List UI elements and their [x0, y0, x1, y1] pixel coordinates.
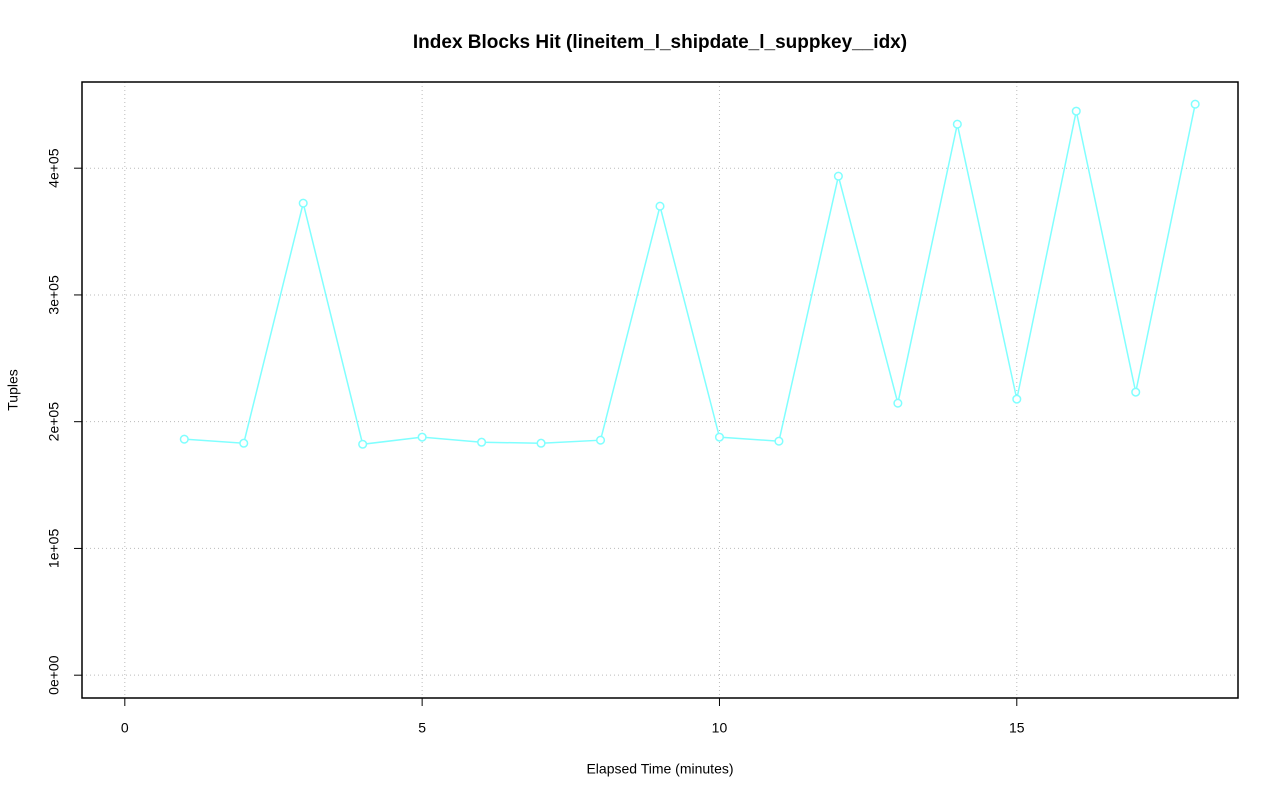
y-tick-label: 1e+05: [46, 529, 62, 569]
data-point: [595, 435, 606, 445]
data-point: [298, 198, 308, 208]
y-tick-label: 4e+05: [46, 148, 62, 188]
data-point: [1190, 99, 1200, 109]
x-tick-label: 15: [1009, 720, 1025, 736]
x-tick-label: 0: [121, 720, 129, 736]
x-axis-label: Elapsed Time (minutes): [586, 761, 733, 777]
data-point: [536, 438, 546, 448]
x-tick-label: 10: [712, 720, 728, 736]
y-tick-label: 2e+05: [46, 402, 62, 442]
data-point: [893, 398, 903, 408]
data-point: [833, 171, 843, 181]
plot-frame: [81, 81, 1239, 699]
data-point: [358, 439, 368, 449]
data-point: [1131, 387, 1141, 397]
chart-title: Index Blocks Hit (lineitem_l_shipdate_l_…: [413, 32, 907, 53]
data-point: [1012, 394, 1022, 404]
data-point: [1071, 106, 1081, 116]
data-point: [477, 437, 487, 447]
data-point: [655, 201, 665, 211]
y-axis-label: Tuples: [5, 369, 21, 411]
data-point: [239, 438, 249, 448]
data-point: [952, 119, 962, 129]
data-point: [417, 432, 427, 442]
series-line: [184, 104, 1196, 446]
y-tick-label: 0e+00: [46, 655, 62, 695]
data-point: [714, 432, 725, 442]
data-point: [179, 434, 189, 444]
x-tick-label: 5: [418, 720, 426, 736]
y-tick-label: 3e+05: [46, 275, 62, 315]
data-point: [774, 436, 784, 446]
